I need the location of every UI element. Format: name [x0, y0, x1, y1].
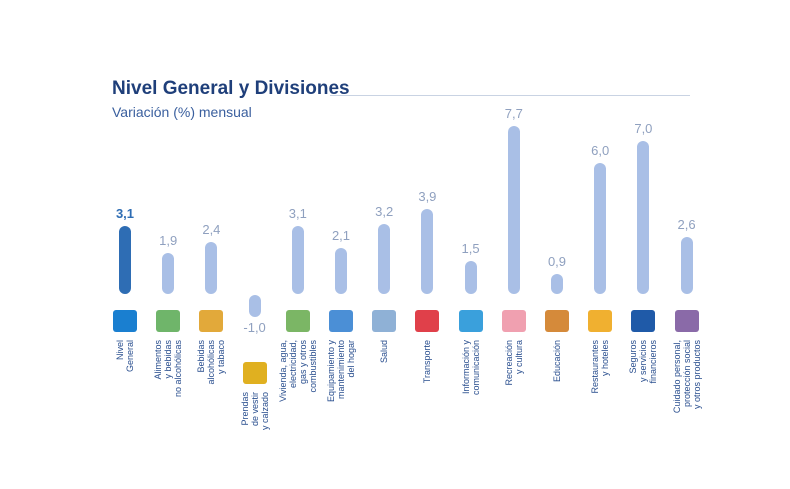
- value-label: 3,9: [418, 188, 437, 204]
- cutlery-icon: [588, 310, 613, 332]
- bar: [291, 226, 304, 294]
- value-label: 7,7: [504, 106, 523, 122]
- category-label: Transporte: [422, 340, 433, 384]
- category-label: Restaurantes y hoteles: [590, 340, 611, 394]
- jacket-icon: [242, 362, 267, 384]
- computer-icon: [458, 310, 483, 332]
- car-plane-icon: [415, 310, 440, 332]
- category-label: Recreación y cultura: [503, 340, 524, 386]
- category-label: Información y comunicación: [460, 340, 481, 396]
- house-icon: [285, 310, 310, 332]
- bar: [205, 241, 218, 294]
- title-divider: [330, 95, 690, 96]
- value-label: 2,4: [202, 221, 221, 237]
- category-label: Seguros y servicios financieros: [628, 340, 659, 384]
- value-label: 3,2: [375, 204, 394, 220]
- value-label: 1,9: [159, 232, 178, 248]
- personal-care-icon: [674, 310, 699, 332]
- bar: [248, 295, 261, 317]
- category-label: Educación: [552, 340, 562, 383]
- category-label: Salud: [379, 340, 390, 364]
- bar: [551, 274, 563, 294]
- category-label: Prendas de vestir y calzado: [239, 392, 270, 431]
- value-label: 3,1: [115, 206, 135, 222]
- theater-masks-icon: [501, 310, 526, 332]
- bar: [421, 208, 434, 294]
- value-label: 1,5: [461, 241, 480, 257]
- value-label: 7,0: [634, 121, 653, 137]
- school-icon: [545, 310, 569, 332]
- chart-subtitle: Variación (%) mensual: [112, 104, 252, 120]
- bar: [162, 252, 175, 294]
- bar: [507, 126, 520, 294]
- value-label: 6,0: [591, 143, 610, 159]
- category-label: Cuidado personal, protección social y ot…: [671, 340, 702, 414]
- bottles-icon: [199, 310, 224, 332]
- value-label: -1,0: [243, 319, 266, 335]
- category-label: Vivienda, agua, electricidad, gas y otro…: [277, 340, 318, 402]
- value-label: 2,1: [331, 228, 351, 244]
- category-label: Alimentos y bebidas no alcohólicas: [153, 340, 184, 398]
- value-label: 0,9: [547, 254, 567, 270]
- bar: [464, 261, 477, 294]
- food-icon: [156, 310, 181, 332]
- bar: [335, 248, 347, 294]
- category-label: Equipamiento y mantenimiento del hogar: [326, 340, 356, 403]
- value-label: 3,1: [288, 206, 307, 222]
- bar: [680, 237, 693, 294]
- bank-icon: [631, 310, 656, 332]
- value-label: 2,6: [677, 217, 696, 233]
- doctor-icon: [372, 310, 397, 332]
- category-label: Nivel General: [115, 340, 135, 373]
- bar: [378, 224, 391, 294]
- bar: [594, 163, 607, 294]
- chart-title: Nivel General y Divisiones: [112, 78, 350, 99]
- category-label: Bebidas alcohólicas y tabaco: [196, 340, 227, 385]
- bar: [119, 226, 131, 294]
- bar: [637, 141, 650, 294]
- ipc-ba-logo-icon: [113, 310, 137, 332]
- washing-machine-icon: [329, 310, 353, 332]
